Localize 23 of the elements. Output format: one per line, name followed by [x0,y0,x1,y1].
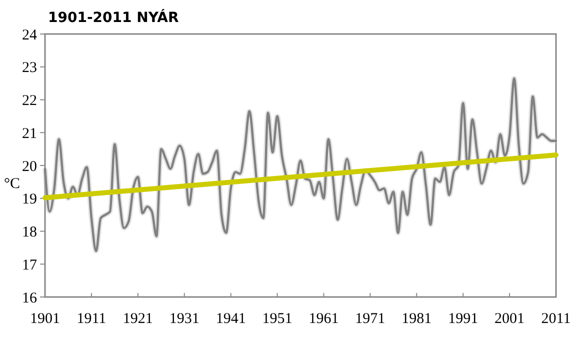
x-tick-label: 1901 [30,311,60,327]
x-tick-label: 1931 [169,311,200,327]
y-tick-label: 18 [22,224,37,240]
y-tick-label: 17 [22,257,38,274]
y-axis-title: °C [4,176,20,192]
chart-title: 1901-2011 NYÁR [48,9,179,26]
x-tick-label: 1971 [355,311,386,327]
y-tick-label: 16 [22,290,38,306]
y-tick-label: 19 [22,192,37,208]
x-tick-label: 1991 [448,311,478,327]
x-tick-label: 1921 [122,311,153,327]
x-tick-label: 1951 [262,311,292,327]
y-tick-label: 24 [22,27,38,44]
x-tick-label: 1941 [216,311,246,327]
y-tick-label: 23 [22,60,37,76]
x-tick-label: 1911 [76,311,106,327]
x-tick-label: 1981 [402,311,432,327]
x-tick-label: 2011 [541,311,571,327]
y-tick-label: 22 [22,93,37,109]
x-tick-label: 1961 [308,311,339,327]
y-tick-label: 21 [22,126,37,142]
y-tick-label: 20 [22,158,37,175]
x-tick-label: 2001 [494,311,525,327]
